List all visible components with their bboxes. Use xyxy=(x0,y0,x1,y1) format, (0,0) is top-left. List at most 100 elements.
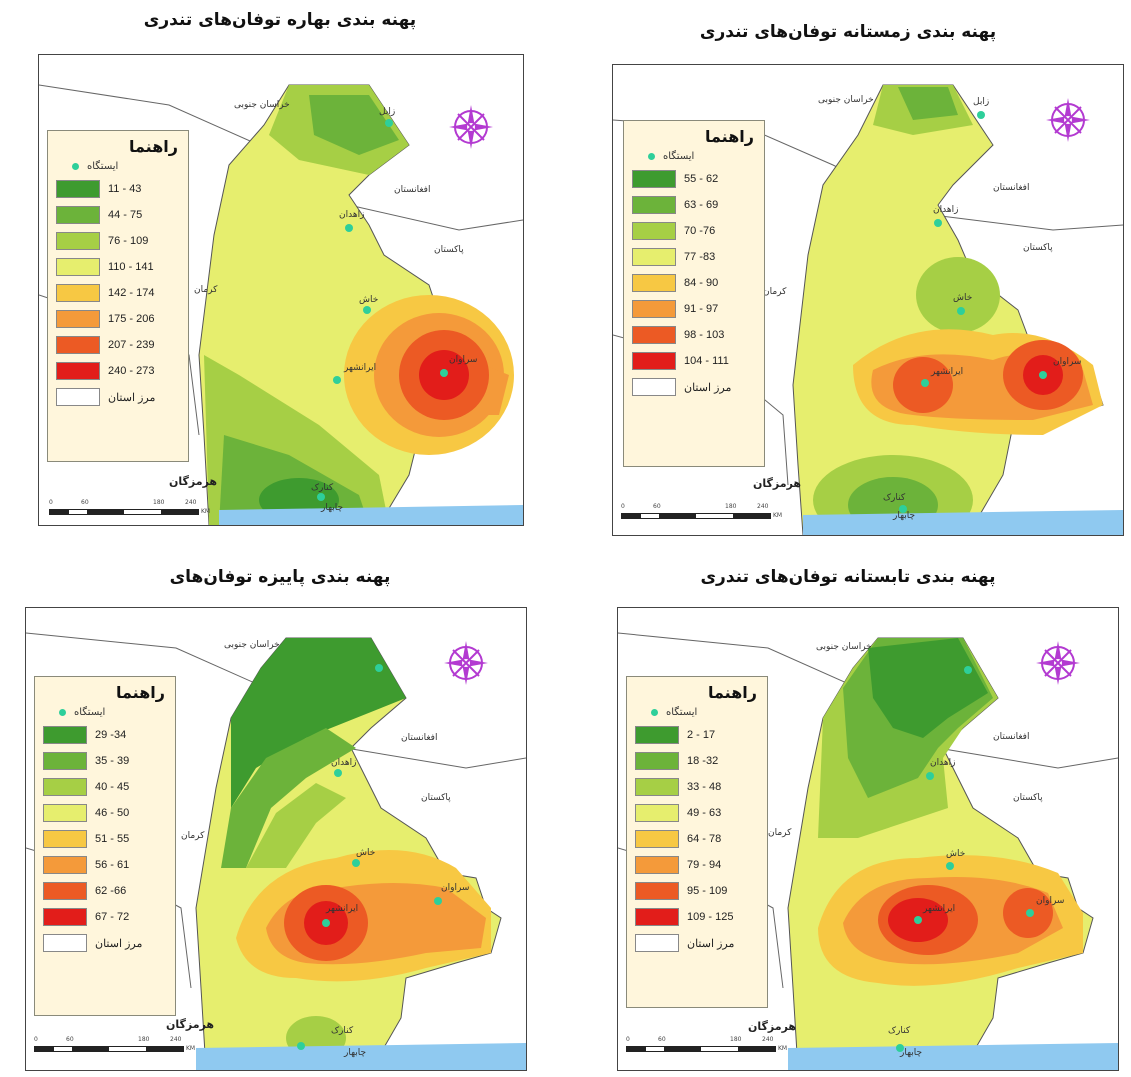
map-autumn xyxy=(26,632,526,1070)
station-icon xyxy=(648,153,655,160)
legend-swatch xyxy=(56,284,100,302)
label-south-khorasan: خراسان جنوبی xyxy=(224,640,280,650)
scale-tick: 180 xyxy=(153,499,165,506)
label-kerman: کرمان xyxy=(194,285,218,295)
legend-item: 79 - 94 xyxy=(627,852,767,878)
legend-item: 56 - 61 xyxy=(35,852,175,878)
scale-tick: 180 xyxy=(725,503,737,510)
scale-tick: 0 xyxy=(621,503,625,510)
label-khash: خاش xyxy=(359,295,379,305)
label-zahedan: زاهدان xyxy=(331,758,357,768)
legend-item: 40 - 45 xyxy=(35,774,175,800)
label-khash: خاش xyxy=(946,849,966,859)
panel-title: پهنه بندی تابستانه توفان‌های تندری xyxy=(700,567,996,587)
scale-bar xyxy=(626,1046,776,1052)
legend-item: 207 - 239 xyxy=(48,332,188,358)
panel-autumn: پهنه بندی پاییزه توفان‌های xyxy=(0,555,560,1077)
label-iranshahr: ایرانشهر xyxy=(931,367,964,377)
label-pakistan: پاکستان xyxy=(421,793,451,803)
scale-tick: 60 xyxy=(653,503,661,510)
zone-class-1 xyxy=(309,95,399,155)
station-marker xyxy=(345,224,353,232)
station-marker xyxy=(317,493,325,501)
legend-swatch xyxy=(56,206,100,224)
scale-unit: KM xyxy=(186,1045,196,1052)
legend-swatch xyxy=(43,856,87,874)
legend-item: 11 - 43 xyxy=(48,176,188,202)
legend-station: ایستگاه xyxy=(48,158,188,176)
legend: راهنما ایستگاه 29 -34 35 - 39 40 - 45 46… xyxy=(34,676,176,1016)
legend-title: راهنما xyxy=(128,137,178,156)
zone-class-1 xyxy=(898,87,958,120)
label-afghanistan: افغانستان xyxy=(993,183,1030,193)
label-pakistan: پاکستان xyxy=(1013,793,1043,803)
label-iranshahr: ایرانشهر xyxy=(326,904,359,914)
legend-item: 51 - 55 xyxy=(35,826,175,852)
map-frame: خراسان جنوبی افغانستان پاکستان کرمان زاب… xyxy=(38,54,524,526)
label-khash: خاش xyxy=(356,848,376,858)
station-marker xyxy=(385,119,393,127)
station-marker xyxy=(1026,909,1034,917)
scale-tick: 0 xyxy=(34,1036,38,1043)
compass-rose xyxy=(444,641,488,685)
label-south-khorasan: خراسان جنوبی xyxy=(816,642,872,652)
label-afghanistan: افغانستان xyxy=(993,732,1030,742)
station-icon xyxy=(72,163,79,170)
label-hormozgan: هرمزگان xyxy=(753,477,802,490)
legend-swatch xyxy=(43,804,87,822)
label-chabahar: چابهار xyxy=(893,511,916,521)
panel-title: پهنه بندی پاییزه توفان‌های xyxy=(169,567,391,587)
legend-item: 240 - 273 xyxy=(48,358,188,384)
legend-swatch xyxy=(43,908,87,926)
legend-swatch xyxy=(43,752,87,770)
station-marker xyxy=(964,666,972,674)
legend-item: 109 - 125 xyxy=(627,904,767,930)
compass-rose xyxy=(449,105,493,149)
panel-title: پهنه بندی بهاره توفان‌های تندری xyxy=(143,10,417,30)
legend-item: 84 - 90 xyxy=(624,270,764,296)
legend-item: 64 - 78 xyxy=(627,826,767,852)
station-marker xyxy=(977,111,985,119)
legend-swatch xyxy=(632,352,676,370)
label-saravan: سراوان xyxy=(449,355,478,365)
station-marker xyxy=(334,769,342,777)
legend-swatch xyxy=(632,378,676,396)
legend-swatch xyxy=(56,362,100,380)
scale-tick: 60 xyxy=(81,499,89,506)
legend-swatch xyxy=(635,830,679,848)
legend: راهنما ایستگاه 11 - 43 44 - 75 76 - 109 … xyxy=(47,130,189,462)
label-south-khorasan: خراسان جنوبی xyxy=(234,100,290,110)
map-summer xyxy=(618,632,1118,1070)
legend-swatch xyxy=(56,310,100,328)
legend-swatch xyxy=(632,222,676,240)
label-saravan: سراوان xyxy=(441,883,470,893)
station-marker xyxy=(333,376,341,384)
label-hormozgan: هرمزگان xyxy=(166,1018,215,1031)
sea xyxy=(219,505,523,525)
label-zahedan: زاهدان xyxy=(930,758,956,768)
legend-item: 91 - 97 xyxy=(624,296,764,322)
scale-tick: 240 xyxy=(185,499,197,506)
scale-tick: 0 xyxy=(626,1036,630,1043)
label-konarak: کنارک xyxy=(888,1026,911,1036)
scale-tick: 180 xyxy=(138,1036,150,1043)
scale-unit: KM xyxy=(773,512,783,519)
label-saravan: سراوان xyxy=(1053,357,1082,367)
legend: راهنما ایستگاه 2 - 17 18 -32 33 - 48 49 … xyxy=(626,676,768,1008)
legend-item: 35 - 39 xyxy=(35,748,175,774)
map-frame: خراسان جنوبی افغانستان پاکستان کرمان زاب… xyxy=(612,64,1124,536)
label-zahedan: زاهدان xyxy=(339,210,365,220)
station-marker xyxy=(1039,371,1047,379)
legend-station: ایستگاه xyxy=(624,148,764,166)
legend-item: 55 - 62 xyxy=(624,166,764,192)
legend-swatch xyxy=(56,388,100,406)
label-kerman: کرمان xyxy=(768,828,792,838)
zone-class-2 xyxy=(916,257,1000,333)
legend-swatch xyxy=(635,934,679,952)
station-marker xyxy=(297,1042,305,1050)
station-marker xyxy=(957,307,965,315)
station-marker xyxy=(322,919,330,927)
label-iranshahr: ایرانشهر xyxy=(344,363,377,373)
label-konarak: کنارک xyxy=(883,493,906,503)
legend-item: 70 -76 xyxy=(624,218,764,244)
